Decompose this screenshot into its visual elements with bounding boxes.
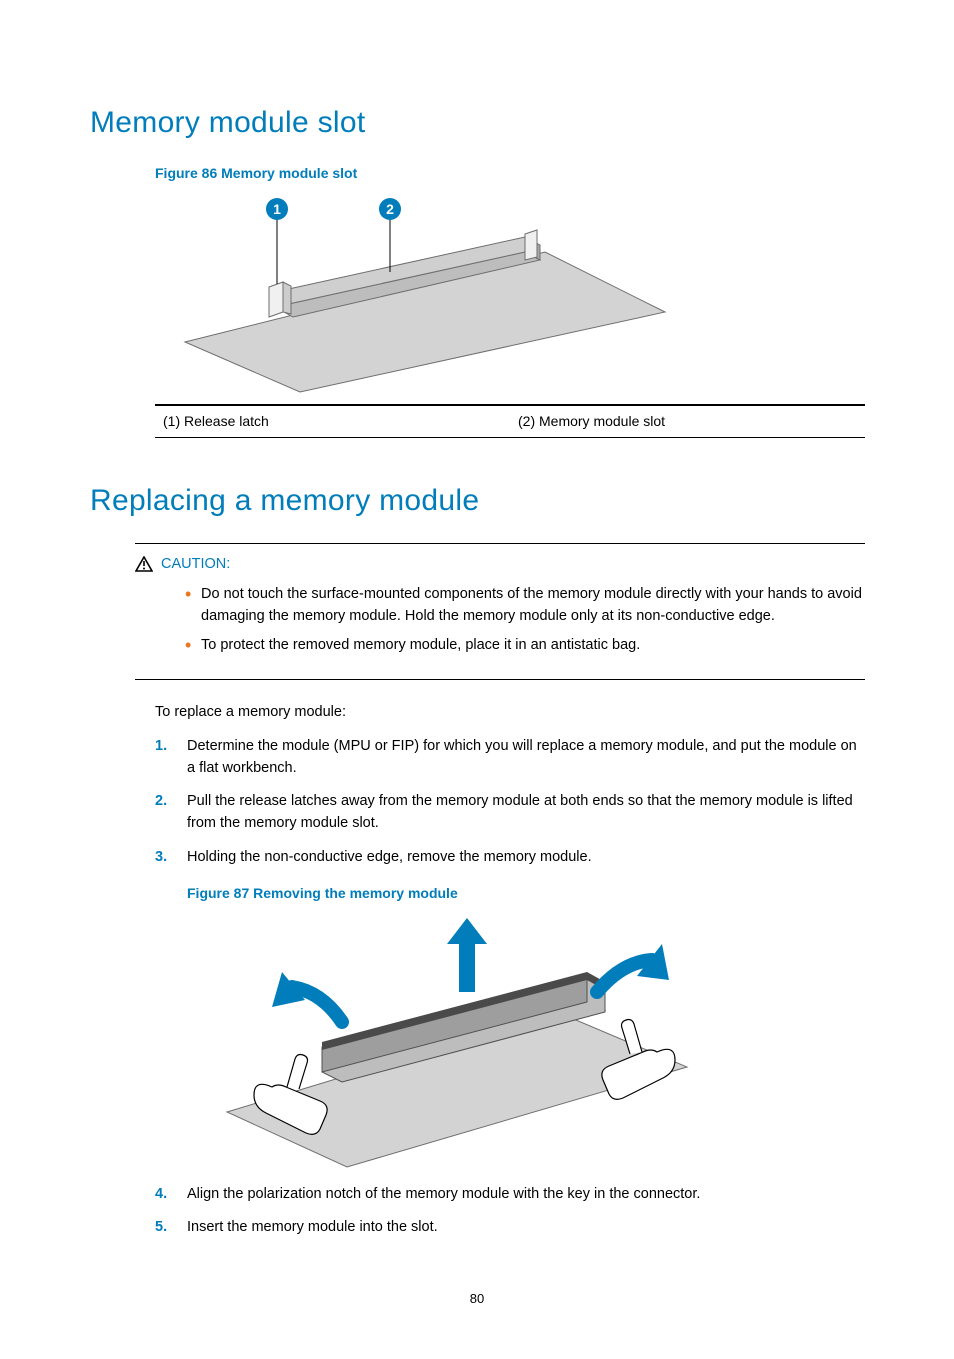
steps-list: Determine the module (MPU or FIP) for wh… xyxy=(155,736,864,1239)
caution-item: To protect the removed memory module, pl… xyxy=(185,635,865,657)
figure-86-legend: (1) Release latch (2) Memory module slot xyxy=(155,404,865,438)
heading-memory-slot: Memory module slot xyxy=(90,100,864,145)
caution-label: CAUTION: xyxy=(161,554,230,576)
caution-item: Do not touch the surface-mounted compone… xyxy=(185,584,865,628)
figure-86-caption: Figure 86 Memory module slot xyxy=(155,163,864,184)
figure-86-diagram: 1 2 xyxy=(155,192,864,402)
callout-2: 2 xyxy=(386,201,394,217)
step-item: Align the polarization notch of the memo… xyxy=(155,1184,864,1206)
arrow-right-icon xyxy=(597,944,669,992)
arrow-left-icon xyxy=(272,972,342,1022)
heading-replacing: Replacing a memory module xyxy=(90,478,864,523)
caution-box: CAUTION: Do not touch the surface-mounte… xyxy=(135,543,865,680)
step-item: Pull the release latches away from the m… xyxy=(155,791,864,835)
legend-item-1: (1) Release latch xyxy=(155,405,510,438)
figure-87-caption: Figure 87 Removing the memory module xyxy=(187,883,864,904)
callout-1: 1 xyxy=(273,201,281,217)
page-number: 80 xyxy=(90,1289,864,1309)
steps-intro: To replace a memory module: xyxy=(155,702,864,724)
arrow-up-icon xyxy=(447,918,487,992)
step-item: Insert the memory module into the slot. xyxy=(155,1217,864,1239)
legend-item-2: (2) Memory module slot xyxy=(510,405,865,438)
caution-icon xyxy=(135,556,153,572)
caution-list: Do not touch the surface-mounted compone… xyxy=(185,584,865,657)
step-item: Holding the non-conductive edge, remove … xyxy=(155,847,864,1172)
figure-87-diagram xyxy=(187,912,864,1172)
step-item: Determine the module (MPU or FIP) for wh… xyxy=(155,736,864,780)
